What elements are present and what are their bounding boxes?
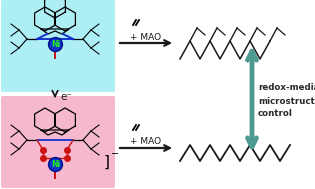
Text: −: − — [111, 149, 119, 159]
Text: control: control — [258, 109, 293, 119]
Text: redox-mediated: redox-mediated — [258, 84, 315, 92]
FancyBboxPatch shape — [1, 0, 115, 92]
Text: Ni: Ni — [51, 40, 60, 49]
Text: + MAO: + MAO — [130, 33, 162, 42]
Text: e⁻: e⁻ — [60, 92, 72, 102]
Text: ]: ] — [104, 154, 110, 170]
Text: + MAO: + MAO — [130, 138, 162, 146]
Text: microstructure: microstructure — [258, 97, 315, 105]
FancyBboxPatch shape — [1, 96, 115, 188]
Text: Ni: Ni — [51, 160, 60, 169]
